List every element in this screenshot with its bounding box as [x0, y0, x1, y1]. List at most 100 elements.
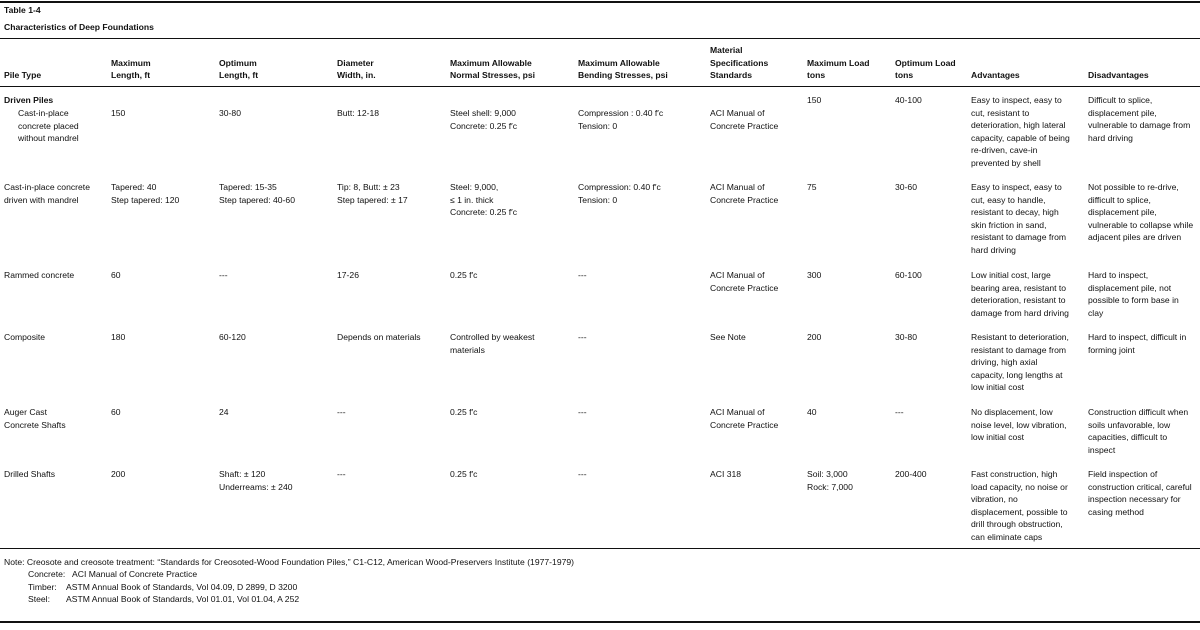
table-cell: Hard to inspect,: [1088, 270, 1149, 280]
table-cell: inspection necessary for: [1088, 494, 1181, 505]
column-header: Maximum Load: [807, 57, 870, 68]
table-cell: Concrete Practice: [710, 120, 779, 131]
table-cell: Easy to inspect, easy to: [971, 182, 1062, 192]
table-cell: Concrete Practice: [710, 194, 779, 205]
table-cell: resistant to damage from: [971, 232, 1067, 243]
table-cell: Easy to inspect, easy to: [971, 95, 1062, 105]
column-header: Optimum Load: [895, 57, 956, 68]
table-cell: capacity, capable of being: [971, 132, 1070, 143]
table-cell: 0.25 f′c: [450, 407, 478, 417]
table-cell: Steel: 9,000,: [450, 182, 499, 192]
table-cell: load capacity, no noise or: [971, 481, 1068, 492]
table-cell: Shaft: ± 120: [219, 469, 266, 479]
table-cell: materials: [450, 344, 485, 355]
table-cell: Rammed concrete: [4, 270, 75, 280]
table-cell: ---: [578, 407, 587, 417]
top-rule: [0, 1, 1200, 3]
table-cell: Depends on materials: [337, 332, 421, 342]
bottom-rule: [0, 621, 1200, 623]
table-cell: hard driving: [971, 245, 1016, 255]
table-cell: Tension: 0: [578, 194, 618, 205]
table-cell: bearing area, resistant to: [971, 282, 1067, 293]
table-cell: 60: [111, 407, 121, 417]
table-cell: 200-400: [895, 469, 927, 479]
table-cell: Tip: 8, Butt: ± 23: [337, 182, 400, 192]
table-cell: without mandrel: [18, 133, 79, 144]
table-cell: Composite: [4, 332, 46, 342]
table-cell: drill through obstruction,: [971, 519, 1063, 530]
table-cell: Low initial cost, large: [971, 270, 1051, 280]
table-cell: 200: [807, 332, 822, 342]
table-cell: ---: [578, 332, 587, 342]
table-cell: Steel shell: 9,000: [450, 108, 516, 118]
column-header: Standards: [710, 70, 753, 81]
table-cell: Tension: 0: [578, 120, 618, 131]
table-cell: Step tapered: ± 17: [337, 194, 408, 205]
table-cell: clay: [1088, 307, 1104, 318]
column-header: Optimum: [219, 57, 257, 68]
table-cell: Controlled by weakest: [450, 332, 535, 342]
table-cell: 30-60: [895, 182, 917, 192]
note-label: Timber:: [28, 581, 57, 592]
note-text: ACI Manual of Concrete Practice: [72, 569, 198, 579]
table-cell: See Note: [710, 332, 746, 342]
column-header: Maximum: [111, 57, 151, 68]
table-cell: low initial cost: [971, 382, 1025, 393]
column-header: Diameter: [337, 57, 374, 68]
column-header: Width, in.: [337, 70, 376, 81]
column-header: Specifications: [710, 57, 769, 68]
table-cell: 75: [807, 182, 817, 192]
table-cell: prevented by shell: [971, 158, 1041, 168]
table-cell: vulnerable to damage from: [1088, 120, 1191, 131]
group-label: Driven Piles: [4, 95, 54, 105]
table-cell: ---: [895, 407, 904, 417]
table-cell: 0.25 f′c: [450, 469, 478, 479]
column-header: tons: [807, 70, 826, 81]
table-cell: Concrete Practice: [710, 282, 779, 293]
table-cell: displacement, possible to: [971, 506, 1068, 517]
column-header: Advantages: [971, 70, 1020, 81]
table-cell: Cast-in-place concrete: [4, 182, 90, 192]
table-cell: displacement pile,: [1088, 207, 1157, 218]
table-cell: 30-80: [895, 332, 917, 342]
table-cell: displacement pile,: [1088, 107, 1157, 118]
table-cell: Construction difficult when: [1088, 407, 1189, 417]
column-header: tons: [895, 70, 914, 81]
table-cell: 40: [807, 407, 817, 417]
table-cell: ACI 318: [710, 469, 742, 479]
column-header: Length, ft: [111, 70, 151, 81]
column-header: Material: [710, 45, 743, 55]
table-cell: Concrete: 0.25 f′c: [450, 207, 518, 218]
table-cell: Cast-in-place: [18, 108, 69, 118]
table-cell: Resistant to deterioration,: [971, 332, 1069, 342]
column-header: Disadvantages: [1088, 70, 1149, 81]
table-cell: ---: [219, 270, 228, 280]
table-cell: Concrete Shafts: [4, 419, 66, 430]
table-cell: construction critical, careful: [1088, 481, 1192, 492]
table-cell: deterioration, resistant to: [971, 295, 1066, 306]
table-title: Characteristics of Deep Foundations: [4, 22, 154, 32]
table-cell: 0.25 f′c: [450, 270, 478, 280]
table-cell: adjacent piles are driven: [1088, 232, 1182, 243]
table-cell: Auger Cast: [4, 407, 47, 417]
table-number: Table 1-4: [4, 5, 41, 15]
table-cell: hard driving: [1088, 132, 1133, 143]
note-label: Steel:: [28, 594, 50, 604]
table-cell: ≤ 1 in. thick: [450, 194, 494, 205]
table-cell: low initial cost: [971, 432, 1025, 443]
table-cell: ACI Manual of: [710, 182, 765, 192]
table-cell: Field inspection of: [1088, 469, 1158, 479]
table-cell: driving, high axial: [971, 357, 1038, 368]
table-cell: Drilled Shafts: [4, 469, 56, 479]
column-header: Bending Stresses, psi: [578, 70, 668, 81]
column-header: Normal Stresses, psi: [450, 70, 536, 81]
table-cell: skin friction in sand,: [971, 219, 1047, 230]
table-cell: difficult to splice,: [1088, 194, 1151, 205]
table-cell: deterioration, high lateral: [971, 120, 1066, 131]
column-header: Length, ft: [219, 70, 259, 81]
table-cell: ACI Manual of: [710, 270, 765, 280]
table-cell: displacement pile, not: [1088, 282, 1172, 293]
table-cell: ---: [337, 407, 346, 417]
table-cell: cut, easy to handle,: [971, 194, 1046, 205]
column-header: Pile Type: [4, 70, 42, 81]
